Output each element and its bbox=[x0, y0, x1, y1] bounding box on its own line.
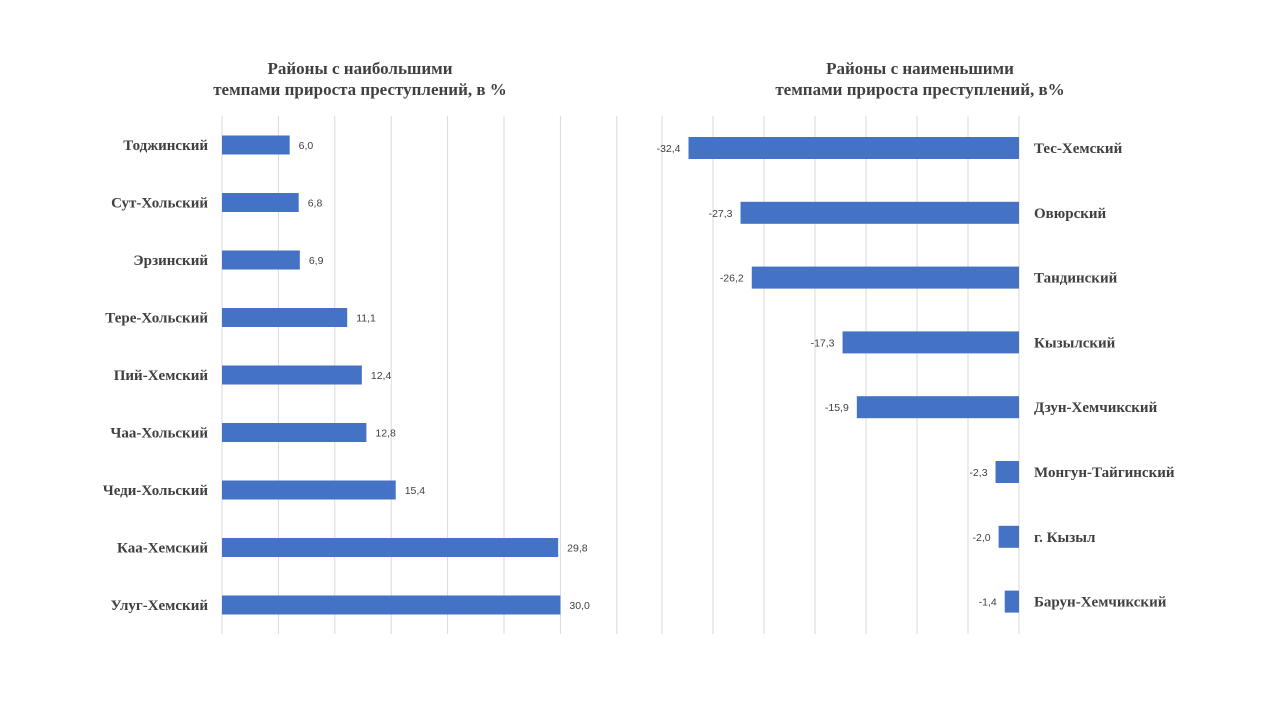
right-category-label: Тандинский bbox=[1034, 271, 1118, 287]
left-value-label: 6,9 bbox=[309, 255, 324, 267]
left-bar bbox=[222, 135, 290, 155]
left-category-label: Тоджинский bbox=[123, 138, 208, 154]
chart-title-right-line-1: Районы с наименьшими bbox=[826, 59, 1014, 78]
left-bar bbox=[222, 308, 348, 327]
left-bar bbox=[222, 538, 559, 557]
right-category-label: Тес-Хемский bbox=[1034, 141, 1123, 157]
left-bar bbox=[222, 595, 561, 615]
left-value-label: 30,0 bbox=[569, 600, 590, 612]
right-category-label: Барун-Хемчикский bbox=[1034, 595, 1167, 611]
right-category-label: Кызылский bbox=[1034, 335, 1116, 351]
left-category-label: Сут-Хольский bbox=[111, 196, 208, 212]
right-category-label: г. Кызыл bbox=[1034, 530, 1096, 546]
left-value-label: 6,0 bbox=[299, 140, 314, 152]
left-category-label: Эрзинский bbox=[133, 253, 208, 269]
left-bar bbox=[222, 250, 300, 270]
left-bar bbox=[222, 480, 396, 500]
right-bar bbox=[856, 396, 1019, 419]
right-bar bbox=[1004, 590, 1019, 613]
left-value-label: 15,4 bbox=[405, 485, 426, 497]
left-category-label: Чеди-Хольский bbox=[103, 483, 209, 499]
left-bar bbox=[222, 423, 367, 442]
right-bar bbox=[998, 525, 1019, 548]
left-value-label: 12,4 bbox=[371, 370, 392, 382]
right-bar bbox=[751, 266, 1019, 289]
left-category-label: Улуг-Хемский bbox=[111, 598, 209, 614]
right-category-label: Монгун-Тайгинский bbox=[1034, 465, 1175, 481]
right-bar bbox=[740, 201, 1019, 224]
left-value-label: 11,1 bbox=[356, 313, 376, 325]
right-value-label: -17,3 bbox=[811, 337, 835, 349]
chart-title-left: Районы с наибольшими темпами прироста пр… bbox=[150, 58, 570, 100]
left-bar bbox=[222, 193, 299, 212]
left-category-label: Тере-Хольский bbox=[105, 311, 208, 327]
left-category-label: Каа-Хемский bbox=[117, 541, 208, 557]
right-bar bbox=[688, 137, 1019, 159]
left-category-label: Пий-Хемский bbox=[114, 368, 209, 384]
left-value-label: 12,8 bbox=[375, 428, 396, 440]
right-category-label: Дзун-Хемчикский bbox=[1034, 400, 1158, 416]
chart-title-left-line-1: Районы с наибольшими bbox=[267, 59, 453, 78]
right-value-label: -2,3 bbox=[969, 467, 987, 479]
chart-title-right: Районы с наименьшими темпами прироста пр… bbox=[710, 58, 1130, 100]
right-value-label: -1,4 bbox=[979, 597, 997, 609]
right-value-label: -27,3 bbox=[709, 208, 733, 220]
right-value-label: -26,2 bbox=[720, 273, 744, 285]
left-category-label: Чаа-Хольский bbox=[110, 426, 208, 442]
right-bar bbox=[842, 331, 1019, 354]
right-category-label: Овюрский bbox=[1034, 206, 1107, 222]
chart-title-left-line-2: темпами прироста преступлений, в % bbox=[213, 80, 507, 99]
left-bar bbox=[222, 365, 362, 385]
left-value-label: 29,8 bbox=[567, 543, 588, 555]
left-value-label: 6,8 bbox=[308, 198, 323, 210]
right-value-label: -32,4 bbox=[657, 143, 681, 155]
right-value-label: -2,0 bbox=[973, 532, 991, 544]
right-value-label: -15,9 bbox=[825, 402, 849, 414]
right-bar bbox=[995, 461, 1019, 483]
chart-title-right-line-2: темпами прироста преступлений, в% bbox=[775, 80, 1065, 99]
